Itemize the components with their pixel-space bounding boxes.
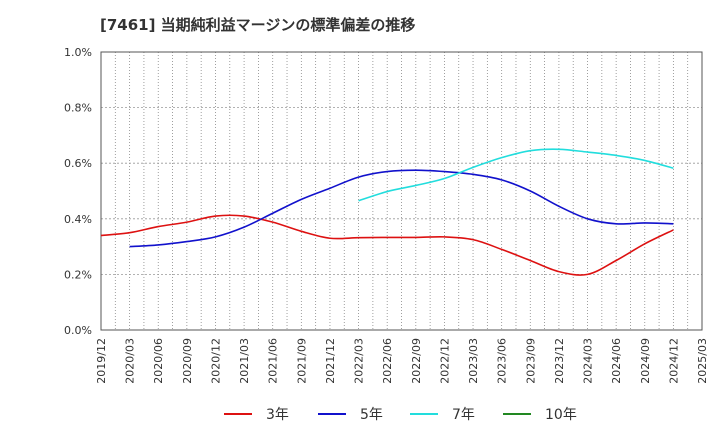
grid [100,51,703,331]
x-tick-label: 2022/03 [353,338,366,384]
y-tick-label: 0.0% [64,324,92,337]
x-tick-label: 2023/03 [467,338,480,384]
x-tick-label: 2024/06 [610,338,623,384]
x-tick-label: 2022/09 [410,338,423,384]
x-tick-label: 2023/09 [524,338,537,384]
y-tick-label: 0.2% [64,268,92,281]
series-line-7年 [358,148,674,202]
y-tick-label: 1.0% [64,46,92,59]
series-line-5年 [129,169,674,248]
x-tick-label: 2024/12 [667,338,680,384]
x-tick-label: 2020/03 [124,338,137,384]
legend-label: 5年 [360,407,383,423]
x-tick-label: 2021/03 [238,338,251,384]
x-tick-label: 2020/06 [152,338,165,384]
y-tick-label: 0.6% [64,157,92,170]
x-tick-label: 2020/12 [209,338,222,384]
x-tick-label: 2023/12 [553,338,566,384]
x-tick-label: 2024/09 [639,338,652,384]
plot-frame [100,51,703,331]
x-tick-label: 2021/12 [324,338,337,384]
x-tick-label: 2022/12 [438,338,451,384]
x-tick-label: 2020/09 [181,338,194,384]
x-tick-label: 2025/03 [696,338,709,384]
chart-title: [7461] 当期純利益マージンの標準偏差の推移 [100,16,416,34]
x-tick-label: 2024/03 [582,338,595,384]
axes: 0.0% 0.2% 0.4% 0.6% 0.8% 1.0% 2019/12 2020/03 20… [64,46,709,384]
x-tick-label: 2021/09 [295,338,308,384]
legend: 3年 5年 7年 10年 [224,407,577,423]
x-tick-label: 2019/12 [95,338,108,384]
x-tick-label: 2022/06 [381,338,394,384]
y-tick-label: 0.4% [64,213,92,226]
series-lines [100,148,674,276]
legend-label: 10年 [545,407,577,423]
series-line-3年 [100,214,674,276]
x-tick-label: 2023/06 [496,338,509,384]
legend-label: 3年 [266,407,289,423]
y-tick-label: 0.8% [64,102,92,115]
x-tick-label: 2021/06 [267,338,280,384]
legend-label: 7年 [452,407,475,423]
